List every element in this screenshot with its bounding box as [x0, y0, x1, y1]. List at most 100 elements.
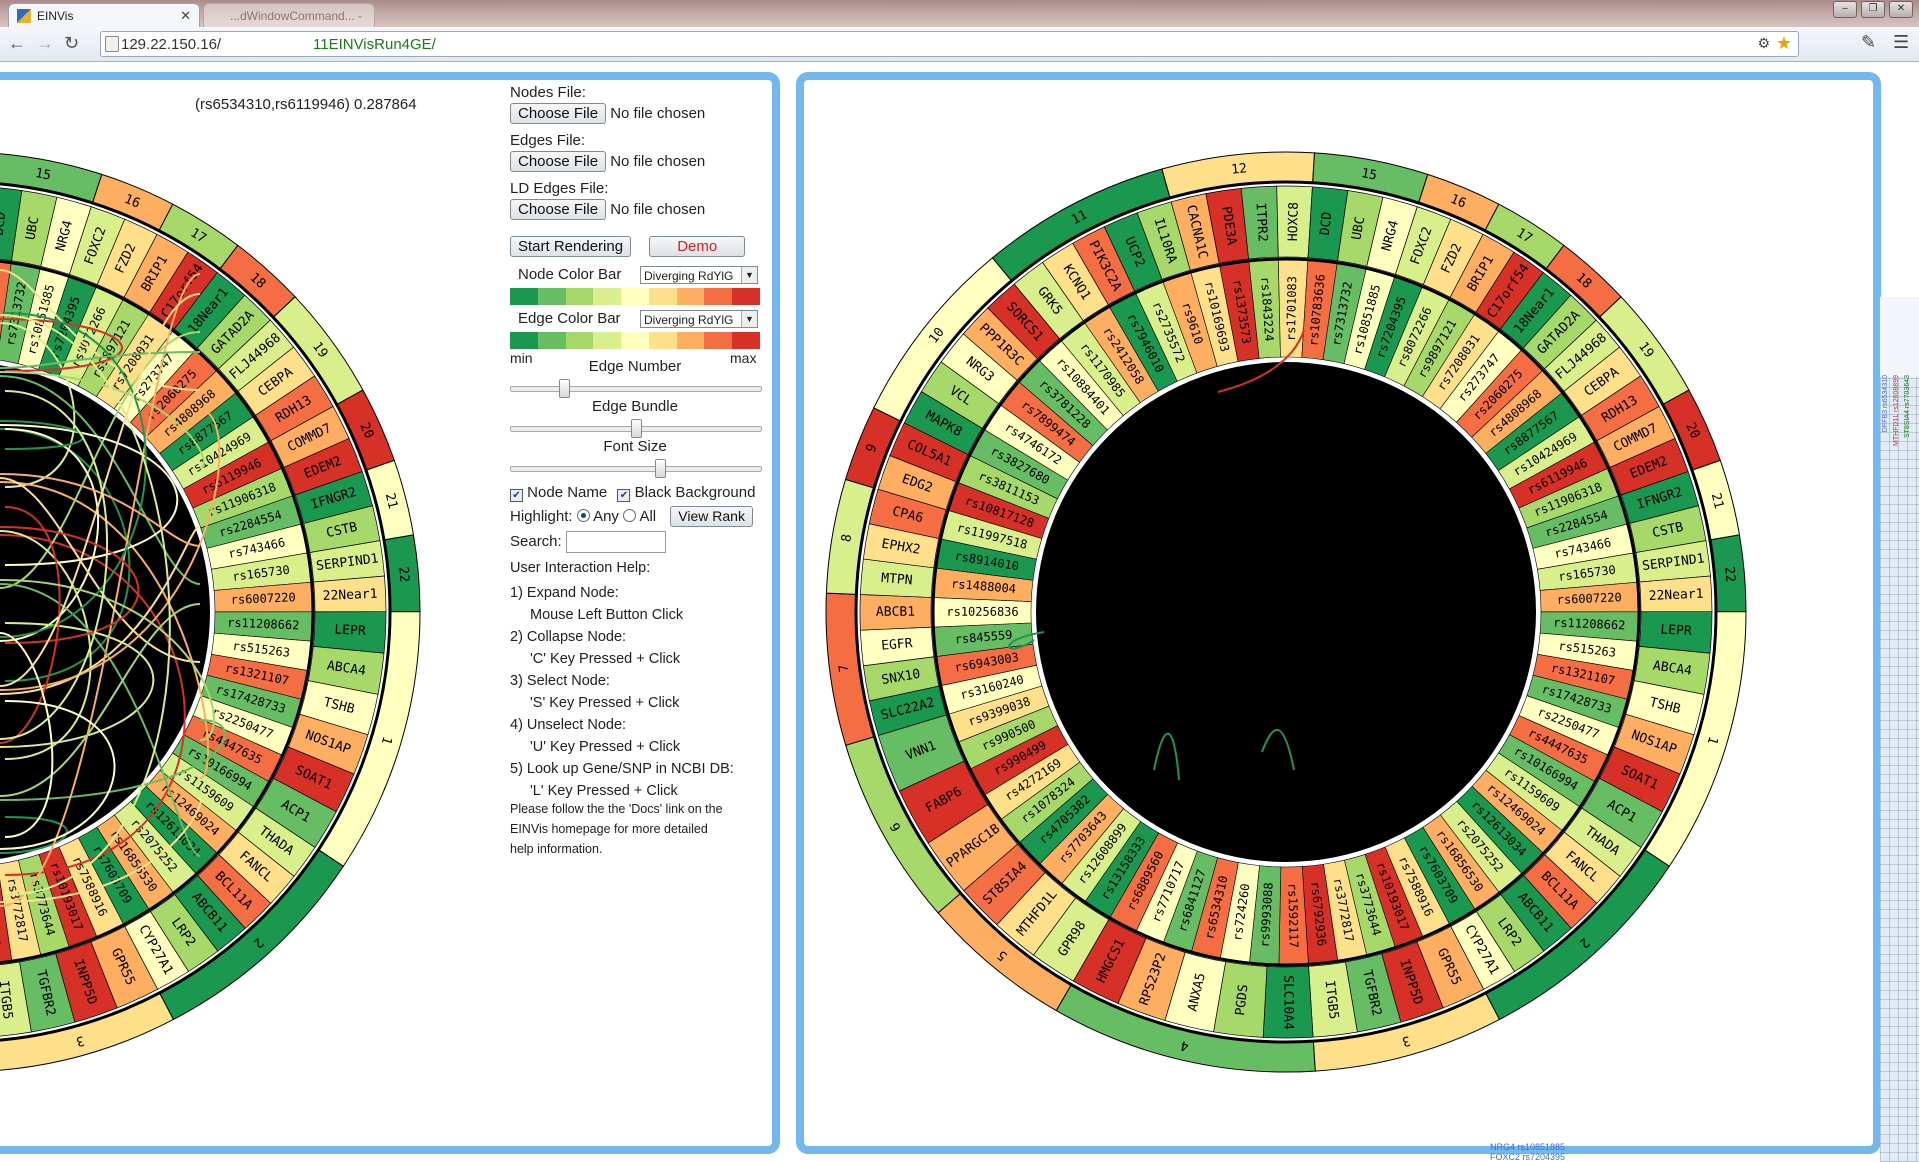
nodes-choose-file-button[interactable]: Choose File — [510, 103, 607, 124]
rank-label-2: MTHFD1L rs12608899 — [1893, 375, 1900, 446]
edges-file-label: Edges File: — [510, 132, 586, 149]
edge-color-scheme-select[interactable]: Diverging RdYlG ▼ — [640, 310, 758, 328]
link-edge[interactable] — [0, 530, 92, 760]
link-edge[interactable] — [0, 428, 131, 682]
node-color-scheme-select[interactable]: Diverging RdYlG ▼ — [640, 266, 758, 284]
color-swatch — [648, 332, 677, 349]
gene-node[interactable] — [0, 961, 32, 1037]
link-edge[interactable] — [0, 525, 201, 695]
help-footer-line-2: EINVis homepage for more detailed — [510, 822, 708, 836]
edge-number-slider-thumb[interactable] — [559, 379, 570, 398]
link-edge[interactable] — [0, 351, 201, 369]
minimize-icon[interactable]: – — [1833, 1, 1857, 18]
extension-icon[interactable]: ⚙ — [1757, 35, 1770, 51]
link-edge[interactable] — [0, 579, 215, 741]
view-rank-button[interactable]: View Rank — [670, 506, 753, 527]
link-edge[interactable] — [0, 318, 123, 372]
edges-choose-file-button[interactable]: Choose File — [510, 151, 607, 172]
display-options: ✔ Node Name ✔ Black Background — [510, 484, 755, 502]
highlight-all-radio[interactable] — [623, 509, 637, 522]
edge-bundle-slider-thumb[interactable] — [631, 419, 642, 438]
link-edge[interactable] — [0, 477, 201, 663]
close-window-icon[interactable]: ✕ — [1889, 1, 1913, 18]
restore-icon[interactable]: ❐ — [1861, 1, 1885, 18]
nodes-file-picker: Choose File No file chosen — [510, 103, 705, 124]
gene-label: MTPN — [881, 571, 913, 589]
snp-label: rs1701083 — [1284, 276, 1299, 341]
search-input[interactable] — [565, 531, 666, 553]
gene-label: UBC — [1349, 215, 1368, 241]
back-icon[interactable]: ← — [8, 33, 26, 53]
black-background-checkbox[interactable]: ✔ — [617, 489, 631, 502]
reload-icon[interactable]: ↻ — [64, 33, 80, 53]
link-edge[interactable] — [0, 583, 201, 857]
link-edge[interactable] — [0, 603, 201, 797]
chromosome-label: 17 — [1514, 226, 1535, 247]
link-edge[interactable] — [1153, 732, 1180, 781]
link-edge[interactable] — [1217, 329, 1305, 393]
link-edge[interactable] — [0, 312, 147, 638]
highlight-any-radio[interactable] — [576, 509, 590, 522]
link-edge[interactable] — [1261, 729, 1295, 771]
font-size-slider[interactable] — [510, 459, 762, 478]
font-size-slider-thumb[interactable] — [655, 459, 666, 478]
gene-label: ITPR2 — [1252, 202, 1269, 242]
font-size-label: Font Size — [603, 438, 667, 455]
render-actions: Start Rendering Demo — [510, 236, 746, 257]
link-edge[interactable] — [0, 506, 61, 744]
start-rendering-button[interactable]: Start Rendering — [510, 236, 632, 257]
link-edge[interactable] — [0, 273, 201, 907]
close-tab-icon[interactable]: ✕ — [180, 8, 191, 23]
link-edge[interactable] — [0, 390, 109, 740]
right-circos-view[interactable]: 1LEPRABCA4TSHBNOS1APSOAT1ACP1rs11208662r… — [804, 80, 1873, 1154]
demo-button[interactable]: Demo — [649, 236, 746, 257]
node-name-checkbox[interactable]: ✔ — [510, 489, 523, 502]
bookmark-star-icon[interactable]: ★ — [1775, 33, 1792, 53]
chevron-down-icon: ▼ — [741, 311, 757, 327]
ld-edges-choose-file-button[interactable]: Choose File — [510, 199, 607, 220]
chromosome-label: 4 — [1179, 1037, 1190, 1053]
black-background-label: Black Background — [634, 484, 756, 501]
link-edge[interactable] — [0, 719, 226, 801]
help-action: 'S' Key Pressed + Click — [530, 695, 680, 711]
link-edge[interactable] — [0, 632, 54, 838]
forward-icon[interactable]: → — [36, 33, 54, 53]
color-swatch — [676, 288, 705, 305]
gene-label: 22Near1 — [322, 587, 377, 604]
link-edge[interactable] — [0, 314, 171, 896]
link-edge[interactable] — [0, 526, 140, 644]
color-swatch — [704, 288, 733, 305]
menu-icon[interactable]: ☰ — [1893, 32, 1910, 52]
link-edge[interactable] — [0, 473, 201, 547]
link-edge[interactable] — [0, 322, 76, 488]
rank-matrix-strip[interactable]: DFFB3 rs6534310 MTHFD1L rs12608899 ST8SI… — [1880, 297, 1919, 1162]
edge-bundle-slider[interactable] — [510, 419, 762, 438]
tab-background[interactable]: ...dWindowCommand... - Eclipse — [203, 3, 375, 47]
color-swatch — [732, 288, 761, 305]
gene-label: TSHB — [1648, 695, 1682, 717]
gene-node[interactable] — [313, 575, 387, 613]
tab-einvis[interactable]: EINVis ✕ — [8, 3, 200, 28]
address-bar[interactable]: 129.22.150.16/ 11EINVisRun4GE/ ⚙ ★ — [100, 31, 1799, 57]
link-edge[interactable] — [0, 797, 202, 903]
edge-number-slider[interactable] — [510, 379, 762, 398]
edge-color-scheme-value: Diverging RdYlG — [644, 313, 734, 327]
gene-label: SLC10A4 — [1280, 975, 1295, 1030]
link-edge[interactable] — [0, 700, 116, 850]
gene-label: PDE3A — [1218, 205, 1239, 246]
left-circos-view[interactable]: 1LEPRABCA4TSHBNOS1APSOAT1ACP1rs11208662r… — [0, 80, 470, 1154]
chevron-down-icon: ▼ — [741, 267, 757, 283]
link-edge[interactable] — [0, 481, 210, 779]
color-swatch — [732, 332, 761, 349]
link-edge[interactable] — [0, 371, 205, 469]
link-edge[interactable] — [0, 375, 201, 585]
pen-icon[interactable]: ✎ — [1861, 32, 1877, 52]
gene-label: ABCB1 — [876, 605, 915, 620]
gene-node[interactable] — [1639, 575, 1713, 613]
link-edge[interactable] — [0, 293, 201, 687]
page-icon — [105, 36, 119, 52]
color-swatch — [704, 332, 733, 349]
link-edge[interactable] — [1008, 631, 1045, 650]
rank-label-1: DFFB3 rs6534310 — [1882, 375, 1889, 433]
link-edge[interactable] — [0, 622, 155, 748]
